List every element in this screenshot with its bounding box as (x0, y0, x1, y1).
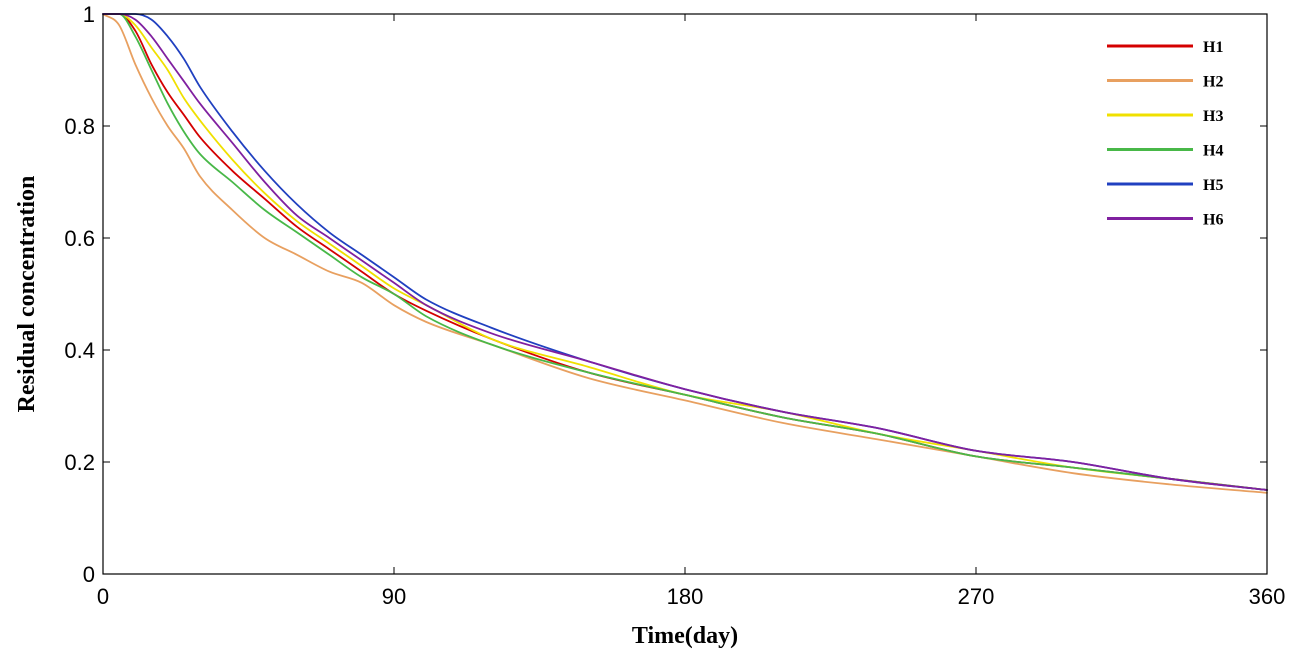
legend-label-h3: H3 (1203, 108, 1223, 125)
plot-frame (102, 13, 1268, 575)
y-tick-label-3: 0.6 (64, 226, 95, 251)
y-axis-title: Residual concentration (14, 176, 40, 413)
y-tick-label-2: 0.4 (64, 338, 95, 363)
legend-label-h5: H5 (1203, 177, 1223, 194)
x-axis-title: Time(day) (632, 623, 738, 649)
series-line-h2 (102, 13, 1268, 494)
x-tick-label-1: 90 (382, 584, 406, 609)
y-tick-label-4: 0.8 (64, 114, 95, 139)
y-axis-ticks: 0 0.2 0.4 0.6 0.8 1 (64, 2, 1267, 587)
y-tick-label-1: 0.2 (64, 450, 95, 475)
x-axis-ticks: 0 90 180 270 360 (97, 14, 1285, 609)
x-tick-label-0: 0 (97, 584, 109, 609)
legend-label-h1: H1 (1203, 39, 1223, 56)
series-line-h5 (102, 13, 1268, 491)
x-tick-label-2: 180 (667, 584, 704, 609)
series-line-h4 (102, 13, 1268, 491)
x-tick-label-4: 360 (1249, 584, 1286, 609)
x-tick-label-3: 270 (958, 584, 995, 609)
y-tick-label-0: 0 (83, 562, 95, 587)
legend: H1 H2 H3 H4 H5 H6 (1107, 39, 1223, 229)
series-layer (102, 13, 1268, 494)
legend-label-h4: H4 (1203, 143, 1223, 160)
series-line-h1 (102, 13, 1268, 491)
legend-label-h2: H2 (1203, 74, 1223, 91)
series-line-h3 (102, 13, 1268, 491)
y-tick-label-5: 1 (83, 2, 95, 27)
series-line-h6 (102, 13, 1268, 491)
legend-label-h6: H6 (1203, 212, 1223, 229)
